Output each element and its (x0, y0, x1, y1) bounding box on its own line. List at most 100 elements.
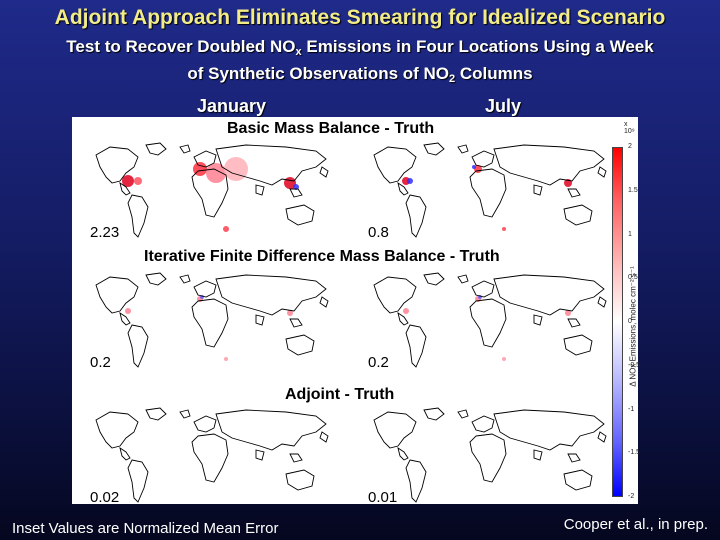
inset-value: 0.2 (90, 354, 111, 371)
emission-hotspot (223, 226, 229, 232)
inset-value: 0.01 (368, 489, 398, 506)
coastline (597, 431, 607, 443)
emission-hotspot (407, 178, 413, 184)
coastline (191, 168, 229, 218)
emission-hotspot (472, 165, 476, 169)
column-heading-july: July (485, 96, 522, 116)
map-panel-basic-january: 2.23 (76, 137, 344, 245)
coastline (319, 431, 329, 443)
subtitle-text-1: Test to Recover Doubled NO (66, 37, 296, 56)
emission-hotspot (206, 163, 226, 183)
coastline (423, 272, 445, 286)
coastline (533, 449, 543, 461)
coastline (397, 446, 409, 461)
emission-hotspot (565, 310, 571, 316)
coastline (533, 314, 543, 326)
emission-hotspot (224, 157, 248, 181)
coastline (469, 433, 507, 483)
coastline (493, 274, 605, 316)
coastline (405, 194, 427, 238)
coastline (373, 411, 417, 449)
coastline (285, 334, 315, 356)
coastline (193, 150, 217, 168)
inset-value: 0.2 (368, 354, 389, 371)
map-figure: Basic Mass Balance - Truth Iterative Fin… (72, 117, 641, 506)
coastline (95, 411, 139, 449)
colorbar-tick-label: 1.5 (628, 186, 638, 194)
coastline (127, 324, 149, 368)
footer-note: Inset Values are Normalized Mean Error (12, 520, 279, 537)
emission-hotspot (134, 177, 142, 185)
coastline (471, 415, 495, 433)
citation: Cooper et al., in prep. (563, 516, 708, 533)
inset-value: 2.23 (90, 224, 120, 241)
emission-hotspot (502, 357, 506, 361)
coastline (533, 184, 543, 196)
coastline (405, 459, 427, 503)
coastline (179, 409, 191, 419)
coastline (255, 314, 265, 326)
coastline (423, 142, 445, 156)
coastline (95, 146, 139, 184)
coastline (179, 274, 191, 284)
coastline (289, 318, 303, 328)
coastline (319, 296, 329, 308)
slide-subtitle: Test to Recover Doubled NOx Emissions in… (10, 36, 710, 90)
subtitle-sub-x: x (295, 46, 302, 58)
coastline (567, 453, 581, 463)
coastline (563, 204, 593, 226)
colorbar (612, 147, 623, 497)
coastline (145, 407, 167, 421)
colorbar-tick-label: -1 (628, 405, 635, 413)
colorbar-tick-label: -1.5 (628, 449, 641, 457)
colorbar-label: Δ NOx Emissions, molec cm⁻² s⁻¹ (628, 266, 638, 387)
map-panel-adjoint-january: 0.02 (76, 402, 344, 510)
coastline (567, 188, 581, 198)
colorbar-tick-label: -0.5 (628, 361, 641, 369)
coastline (191, 433, 229, 483)
coastline (285, 204, 315, 226)
coastline (215, 274, 327, 316)
emission-hotspot (224, 357, 228, 361)
coastline (127, 194, 149, 238)
inset-value: 0.8 (368, 224, 389, 241)
coastline (457, 144, 469, 154)
coastline (493, 144, 605, 186)
map-panel-adjoint-july: 0.01 (354, 402, 622, 510)
map-panel-iterative-july: 0.2 (354, 267, 622, 375)
map-panel-iterative-january: 0.2 (76, 267, 344, 375)
coastline (563, 334, 593, 356)
coastline (471, 280, 495, 298)
section-title-basic: Basic Mass Balance - Truth (227, 120, 435, 137)
coastline (493, 409, 605, 451)
emission-hotspot (125, 308, 131, 314)
coastline (397, 311, 409, 326)
emission-hotspot (502, 227, 506, 231)
subtitle-text-4: Columns (455, 64, 533, 83)
subtitle-text-2: Emissions in Four Locations Using a Week (301, 37, 654, 56)
section-title-adjoint: Adjoint - Truth (285, 386, 395, 403)
coastline (373, 276, 417, 314)
coastline (119, 446, 131, 461)
world-map-adjoint-january (95, 407, 329, 503)
coastline (145, 142, 167, 156)
coastline (215, 144, 327, 186)
subtitle-sub-2: 2 (449, 73, 456, 85)
coastline (563, 469, 593, 491)
coastline (285, 469, 315, 491)
coastline (469, 168, 507, 218)
coastline (193, 415, 217, 433)
colorbar-exponent: x 10⁹ (624, 121, 635, 135)
world-map-basic-january (95, 142, 329, 238)
coastline (255, 184, 265, 196)
section-title-iterative: Iterative Finite Difference Mass Balance… (144, 248, 500, 265)
coastline (397, 181, 409, 196)
colorbar-tick-label: 1 (628, 230, 632, 238)
world-map-iterative-january (95, 272, 329, 368)
coastline (423, 407, 445, 421)
coastline (289, 188, 303, 198)
coastline (457, 274, 469, 284)
coastline (215, 409, 327, 451)
colorbar-tick-label: -2 (628, 493, 635, 500)
world-map-basic-july (373, 142, 607, 238)
